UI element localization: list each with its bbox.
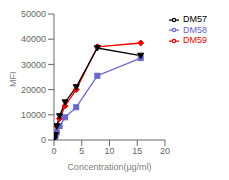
svg-text:5: 5	[79, 146, 84, 156]
svg-text:20000: 20000	[21, 85, 46, 95]
svg-text:Concentration(μg/ml): Concentration(μg/ml)	[67, 162, 151, 172]
svg-text:MFI: MFI	[8, 72, 18, 88]
svg-text:0: 0	[41, 135, 46, 145]
html-text:DM59: DM59	[183, 35, 207, 46]
svg-text:20: 20	[160, 146, 170, 156]
html-text:DM58: DM58	[183, 24, 207, 35]
svg-text:30000: 30000	[21, 60, 46, 70]
html-text:DM57: DM57	[183, 14, 207, 24]
svg-text:0: 0	[51, 146, 56, 156]
svg-text:50000: 50000	[21, 9, 46, 19]
svg-text:15: 15	[132, 146, 142, 156]
svg-text:10: 10	[104, 146, 114, 156]
svg-text:10000: 10000	[21, 110, 46, 120]
svg-text:40000: 40000	[21, 34, 46, 44]
